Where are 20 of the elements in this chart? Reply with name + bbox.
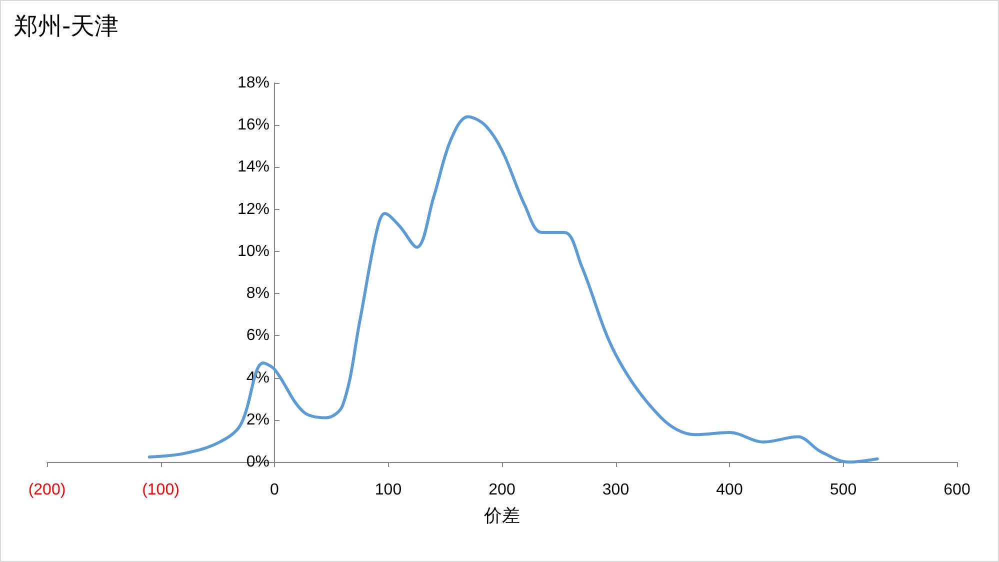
y-tick-label: 8% xyxy=(246,285,270,302)
y-tick-label: 14% xyxy=(237,158,270,176)
x-tick-label: 300 xyxy=(602,482,630,498)
y-tick-label: 12% xyxy=(237,200,270,218)
x-axis-title: 价差 xyxy=(483,506,520,526)
y-tick-label: 2% xyxy=(246,411,270,428)
x-tick-label: (200) xyxy=(28,482,66,498)
y-tick-label: 10% xyxy=(237,242,270,260)
x-tick-label: (100) xyxy=(142,482,180,498)
x-tick-label: 200 xyxy=(488,482,516,498)
y-tick-label: 16% xyxy=(237,116,270,134)
x-tick-label: 500 xyxy=(830,482,857,498)
chart-title: 郑州-天津 xyxy=(14,12,119,40)
x-tick-label: 400 xyxy=(716,482,743,498)
x-tick-label: 0 xyxy=(270,482,280,498)
x-tick-label: 600 xyxy=(944,482,970,498)
y-tick-label: 18% xyxy=(237,74,270,92)
x-tick-label: 100 xyxy=(374,482,402,498)
y-tick-label: 0% xyxy=(246,454,270,470)
y-tick-label: 6% xyxy=(246,327,270,344)
